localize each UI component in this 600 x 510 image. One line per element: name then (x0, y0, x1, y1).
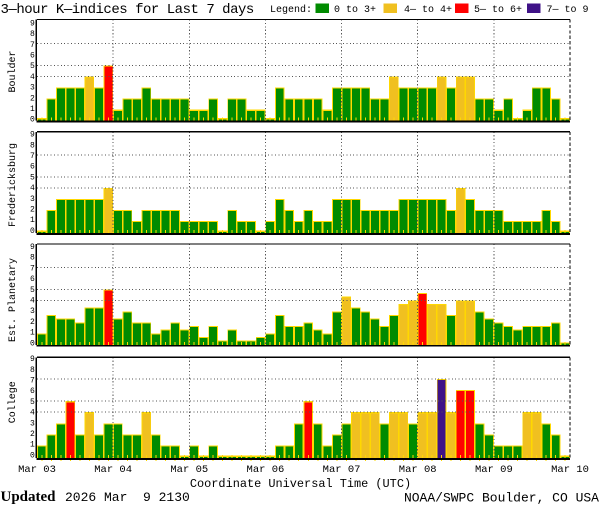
svg-text:1: 1 (30, 105, 35, 114)
svg-text:2: 2 (30, 94, 35, 103)
svg-text:2026 Mar 9 2130: 2026 Mar 9 2130 (65, 490, 190, 505)
svg-text:3: 3 (30, 84, 35, 93)
svg-text:0: 0 (30, 116, 35, 125)
svg-text:Mar 06: Mar 06 (247, 464, 285, 476)
svg-text:7: 7 (30, 264, 35, 273)
svg-text:6: 6 (30, 275, 35, 284)
svg-text:5: 5 (30, 62, 35, 71)
svg-text:9: 9 (30, 19, 35, 28)
svg-text:Coordinate Universal Time (UTC: Coordinate Universal Time (UTC) (190, 477, 411, 491)
svg-text:7: 7 (30, 152, 35, 161)
svg-text:Legend:: Legend: (270, 4, 312, 16)
svg-text:7— to 9: 7— to 9 (547, 5, 589, 16)
svg-text:4: 4 (30, 409, 35, 418)
svg-text:5: 5 (30, 173, 35, 182)
svg-text:5: 5 (30, 286, 35, 295)
svg-text:9: 9 (30, 355, 35, 364)
svg-text:2: 2 (30, 430, 35, 439)
svg-text:1: 1 (30, 329, 35, 338)
svg-text:8: 8 (30, 366, 35, 375)
svg-text:9: 9 (30, 131, 35, 140)
svg-text:8: 8 (30, 254, 35, 263)
svg-text:Mar 09: Mar 09 (475, 464, 513, 476)
svg-text:Est. Planetary: Est. Planetary (7, 258, 19, 342)
svg-text:0: 0 (30, 227, 35, 236)
svg-text:9: 9 (30, 243, 35, 252)
svg-text:0 to 3+: 0 to 3+ (334, 5, 376, 16)
svg-text:Fredericksburg: Fredericksburg (7, 143, 19, 227)
svg-text:5: 5 (30, 398, 35, 407)
svg-text:Mar 05: Mar 05 (170, 464, 208, 476)
svg-text:0: 0 (30, 339, 35, 348)
svg-text:3—hour K—indices for Last 7 da: 3—hour K—indices for Last 7 days (1, 2, 254, 18)
svg-text:4: 4 (30, 297, 35, 306)
svg-text:3: 3 (30, 195, 35, 204)
svg-text:Mar 08: Mar 08 (399, 464, 437, 476)
svg-text:0: 0 (30, 451, 35, 460)
svg-text:3: 3 (30, 419, 35, 428)
svg-text:NOAA/SWPC Boulder, CO USA: NOAA/SWPC Boulder, CO USA (404, 491, 599, 506)
svg-text:Updated: Updated (1, 489, 57, 505)
svg-text:Boulder: Boulder (7, 50, 19, 92)
svg-text:6: 6 (30, 163, 35, 172)
svg-text:4— to 4+: 4— to 4+ (404, 5, 452, 16)
svg-text:3: 3 (30, 307, 35, 316)
svg-text:Mar 04: Mar 04 (94, 464, 132, 476)
svg-text:Mar 07: Mar 07 (323, 464, 361, 476)
svg-text:2: 2 (30, 206, 35, 215)
svg-text:4: 4 (30, 184, 35, 193)
svg-text:6: 6 (30, 387, 35, 396)
svg-text:5— to 6+: 5— to 6+ (474, 5, 522, 16)
svg-text:Mar 10: Mar 10 (551, 464, 589, 476)
svg-text:7: 7 (30, 377, 35, 386)
svg-text:College: College (7, 381, 19, 423)
svg-text:8: 8 (30, 30, 35, 39)
svg-text:8: 8 (30, 141, 35, 150)
svg-text:2: 2 (30, 318, 35, 327)
svg-text:Mar 03: Mar 03 (18, 464, 56, 476)
svg-text:7: 7 (30, 41, 35, 50)
svg-text:6: 6 (30, 52, 35, 61)
svg-text:1: 1 (30, 441, 35, 450)
svg-text:4: 4 (30, 73, 35, 82)
svg-text:1: 1 (30, 216, 35, 225)
